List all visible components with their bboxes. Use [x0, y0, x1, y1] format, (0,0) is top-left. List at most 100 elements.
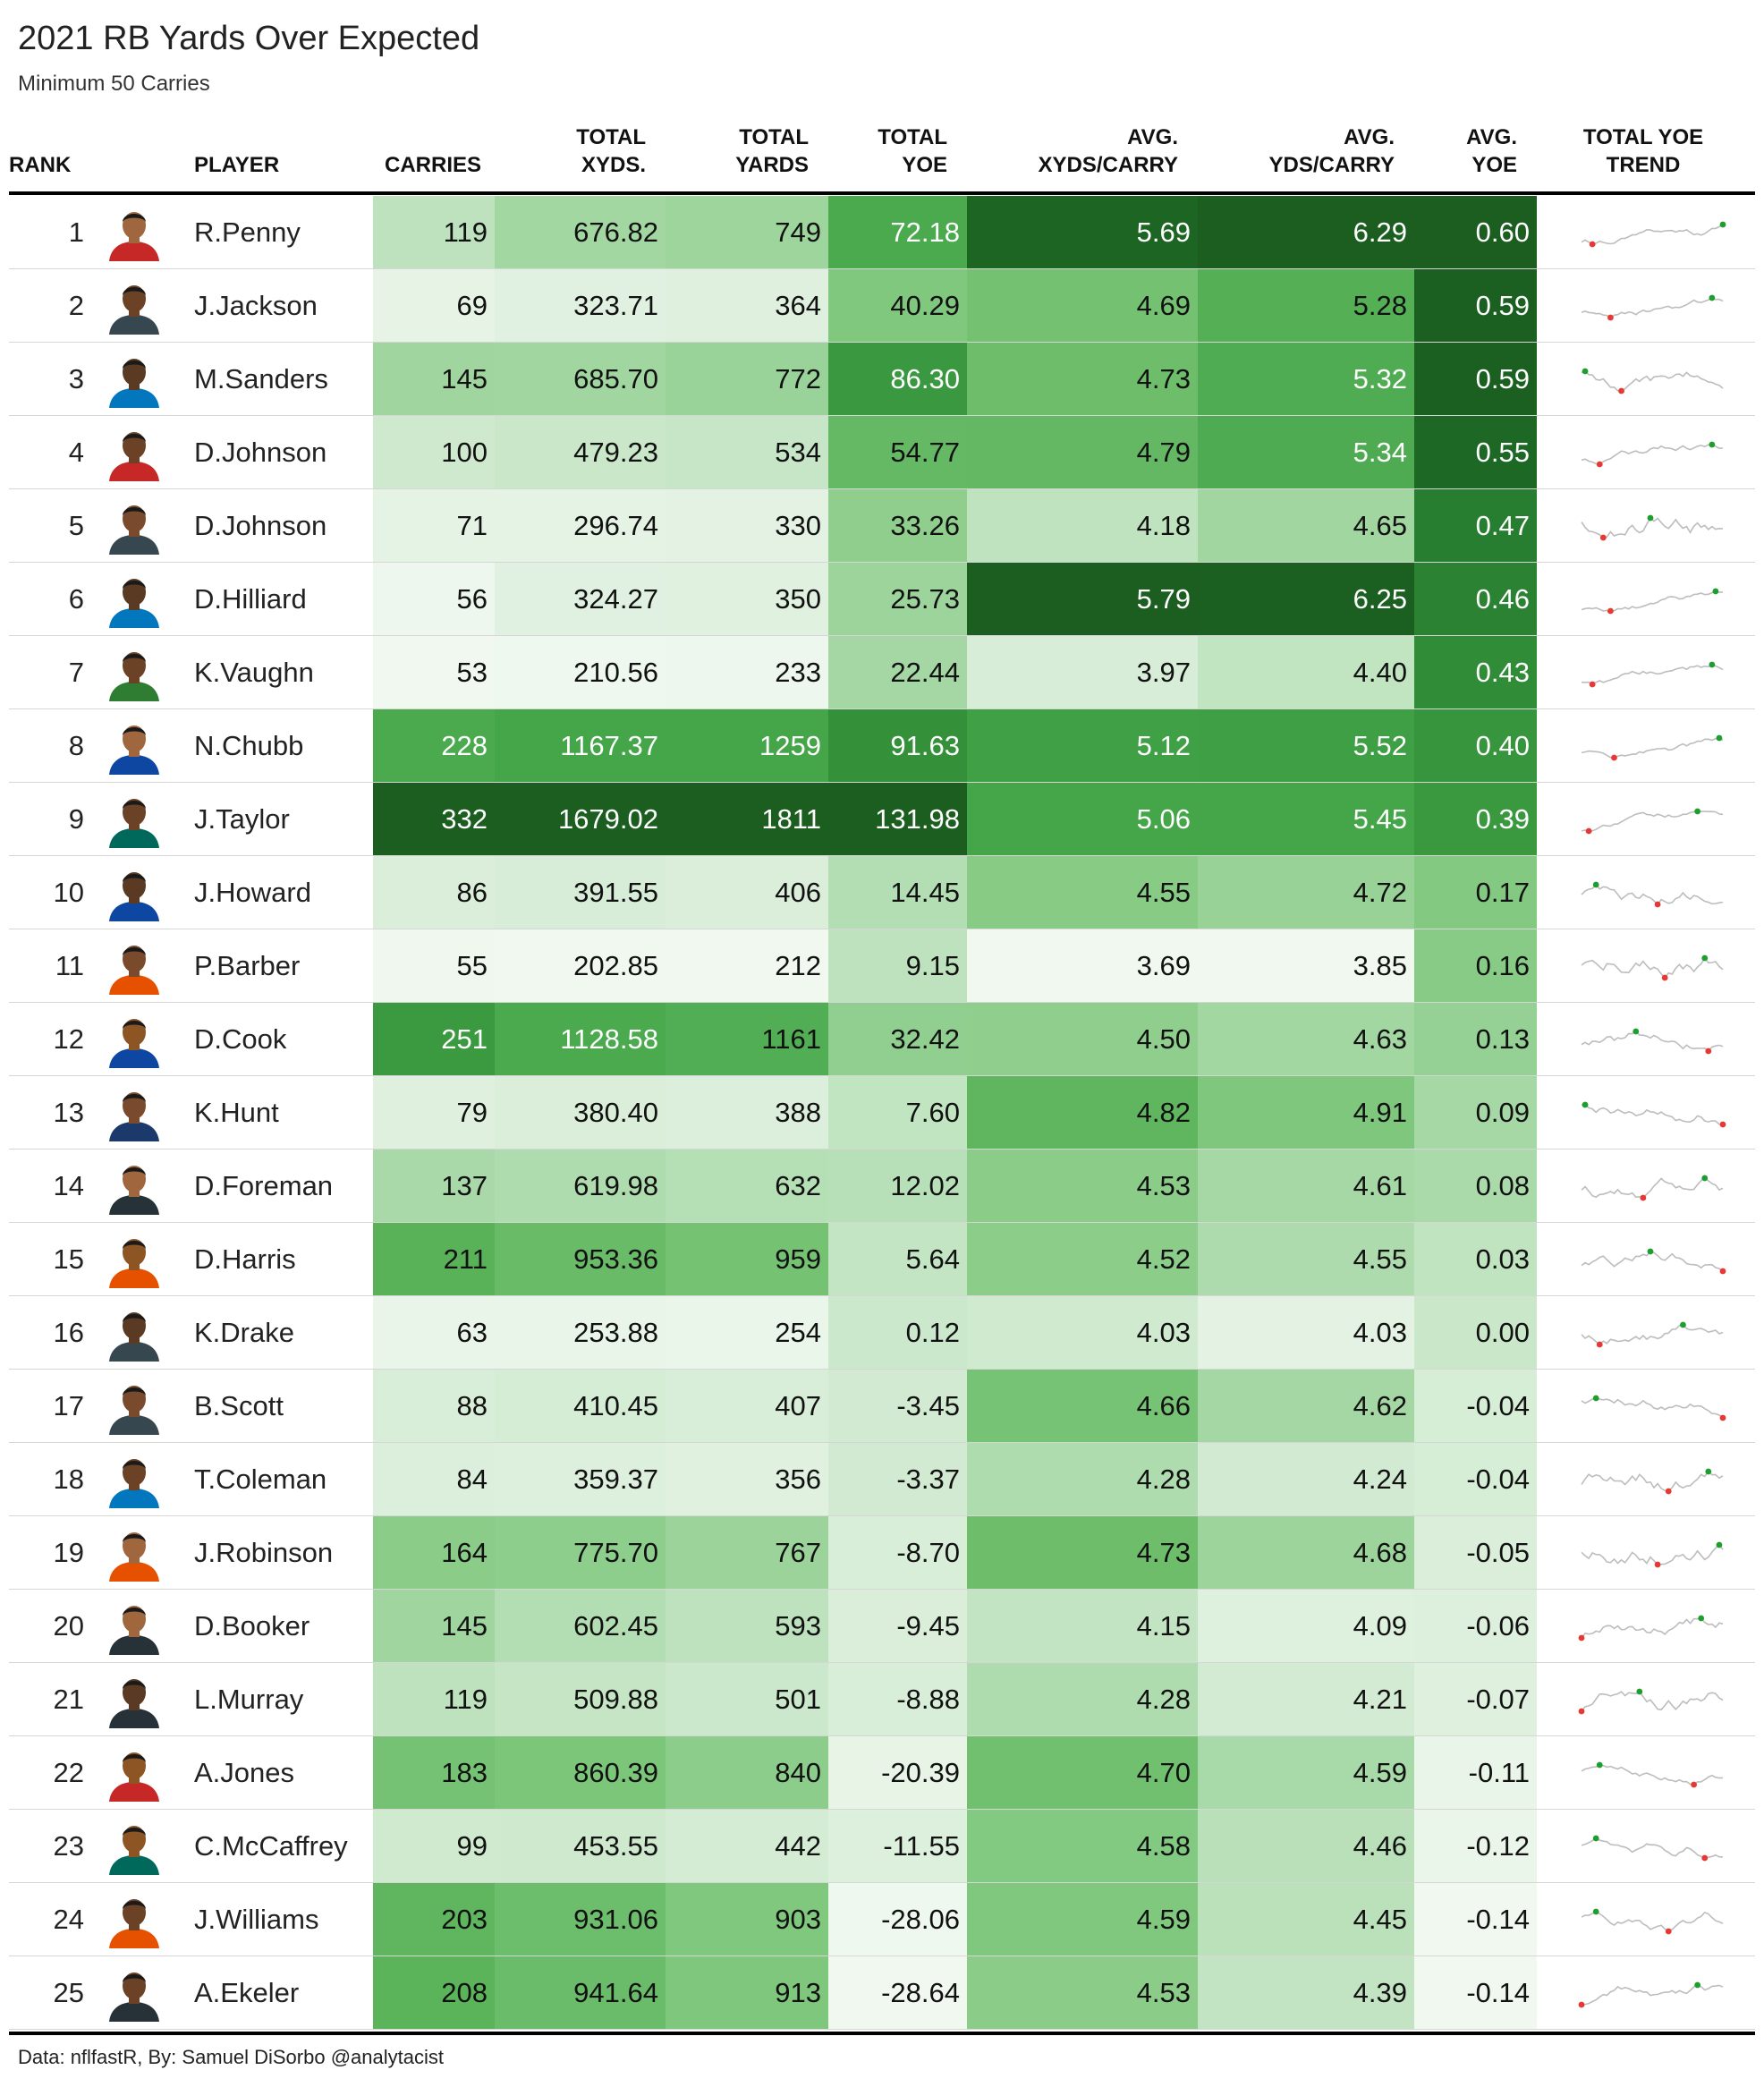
total-yards-cell: 593	[666, 1590, 828, 1662]
player-name-cell: K.Vaughn	[194, 657, 314, 688]
rank-cell: 20	[53, 1610, 84, 1642]
player-name-cell: K.Drake	[194, 1317, 294, 1348]
rank-cell: 7	[68, 657, 84, 688]
yoe-trend-sparkline	[1578, 1688, 1724, 1715]
header-avg-yoe: AVG. YOE	[1414, 123, 1517, 179]
player-headshot	[109, 1606, 159, 1655]
sparkline-max-point	[1582, 368, 1589, 375]
sparkline-max-point	[1716, 734, 1723, 742]
avg-yds-carry-cell: 4.59	[1198, 1736, 1414, 1809]
sparkline-path	[1581, 1984, 1724, 2006]
player-name-cell: D.Johnson	[194, 510, 327, 541]
table-row: 13 K.Hunt 79 380.40 388 7.60 4.82 4.91 0.09	[9, 1076, 1755, 1150]
chart-subtitle: Minimum 50 Carries	[18, 72, 210, 96]
total-xyds-cell: 1167.37	[495, 709, 666, 782]
total-yoe-cell: 86.30	[828, 343, 967, 415]
total-yoe-cell: 22.44	[828, 636, 967, 708]
header-line: TOTAL	[739, 125, 809, 149]
header-total-yards: TOTAL YARDS	[666, 123, 809, 179]
table-row: 4 D.Johnson 100 479.23 534 54.77 4.79 5.34 0.55	[9, 416, 1755, 489]
sparkline-min-point	[1691, 1781, 1697, 1788]
avg-yoe-cell: 0.55	[1414, 416, 1537, 488]
total-xyds-cell: 931.06	[495, 1883, 666, 1956]
carries-cell: 145	[373, 1590, 495, 1662]
total-yards-cell: 442	[666, 1810, 828, 1882]
player-name-cell: M.Sanders	[194, 363, 328, 394]
rank-cell: 17	[53, 1390, 84, 1421]
player-name-cell: J.Robinson	[194, 1537, 334, 1568]
avg-yds-carry-cell: 4.09	[1198, 1590, 1414, 1662]
table-row: 14 D.Foreman 137 619.98 632 12.02 4.53 4.61 0.08	[9, 1150, 1755, 1223]
player-headshot	[109, 505, 159, 555]
sparkline-min-point	[1607, 314, 1614, 321]
player-headshot	[109, 1386, 159, 1435]
sparkline-max-point	[1647, 1248, 1654, 1255]
total-yoe-cell: 131.98	[828, 783, 967, 855]
carries-cell: 55	[373, 929, 495, 1002]
player-headshot	[109, 872, 159, 921]
player-headshot	[109, 285, 159, 335]
sparkline-max-point	[1636, 1688, 1643, 1695]
total-yoe-cell: -8.70	[828, 1516, 967, 1589]
header-line: TOTAL YOE	[1582, 125, 1704, 149]
table-row: 3 M.Sanders 145 685.70 772 86.30 4.73 5.32 0.59	[9, 343, 1755, 416]
total-yards-cell: 1811	[666, 783, 828, 855]
player-name-cell: D.Cook	[194, 1023, 287, 1055]
total-yards-cell: 767	[666, 1516, 828, 1589]
total-xyds-cell: 602.45	[495, 1590, 666, 1662]
sparkline-path	[1581, 1470, 1724, 1492]
avg-xyds-carry-cell: 4.18	[967, 489, 1198, 562]
player-headshot	[109, 799, 159, 848]
total-yoe-cell: 12.02	[828, 1150, 967, 1222]
rank-cell: 21	[53, 1684, 84, 1715]
total-yards-cell: 406	[666, 856, 828, 929]
avg-xyds-carry-cell: 3.97	[967, 636, 1198, 708]
header-line: YDS/CARRY	[1268, 153, 1395, 177]
player-headshot	[109, 652, 159, 701]
player-headshot	[109, 1752, 159, 1802]
header-line: AVG.	[1466, 125, 1517, 149]
sparkline-max-point	[1712, 588, 1719, 595]
sparkline-max-point	[1592, 1395, 1599, 1402]
avg-yds-carry-cell: 4.21	[1198, 1663, 1414, 1735]
sparkline-min-point	[1596, 1341, 1603, 1348]
yoe-trend-sparkline	[1581, 1321, 1724, 1348]
total-yards-cell: 212	[666, 929, 828, 1002]
sparkline-max-point	[1633, 1028, 1640, 1035]
avg-xyds-carry-cell: 4.82	[967, 1076, 1198, 1149]
player-headshot	[109, 359, 159, 408]
sparkline-max-point	[1698, 1615, 1705, 1622]
sparkline-min-point	[1719, 1121, 1726, 1128]
total-xyds-cell: 685.70	[495, 343, 666, 415]
avg-xyds-carry-cell: 4.15	[967, 1590, 1198, 1662]
avg-yoe-cell: 0.47	[1414, 489, 1537, 562]
sparkline-max-point	[1705, 1468, 1712, 1475]
avg-yoe-cell: 0.40	[1414, 709, 1537, 782]
avg-yds-carry-cell: 6.25	[1198, 563, 1414, 635]
sparkline-min-point	[1719, 1268, 1726, 1275]
avg-xyds-carry-cell: 4.52	[967, 1223, 1198, 1295]
avg-xyds-carry-cell: 4.79	[967, 416, 1198, 488]
avg-yds-carry-cell: 6.29	[1198, 196, 1414, 268]
total-yoe-cell: 54.77	[828, 416, 967, 488]
total-yards-cell: 1161	[666, 1003, 828, 1075]
header-line: TREND	[1606, 153, 1681, 177]
total-yards-cell: 388	[666, 1076, 828, 1149]
sparkline-min-point	[1640, 1194, 1647, 1201]
player-name-cell: J.Howard	[194, 877, 311, 908]
rank-cell: 18	[53, 1463, 84, 1495]
avg-xyds-carry-cell: 5.69	[967, 196, 1198, 268]
sparkline-max-point	[1647, 514, 1654, 522]
sparkline-max-point	[1592, 881, 1599, 888]
table-row: 24 J.Williams 203 931.06 903 -28.06 4.59 4.45 -0…	[9, 1883, 1755, 1956]
table-row: 2 J.Jackson 69 323.71 364 40.29 4.69 5.28 0.59	[9, 269, 1755, 343]
avg-yds-carry-cell: 4.39	[1198, 1956, 1414, 2029]
total-yards-cell: 356	[666, 1443, 828, 1515]
total-xyds-cell: 391.55	[495, 856, 666, 929]
avg-yds-carry-cell: 4.03	[1198, 1296, 1414, 1369]
source-credit: Data: nflfastR, By: Samuel DiSorbo @anal…	[18, 2046, 444, 2068]
header-line: XYDS/CARRY	[1038, 153, 1178, 177]
total-xyds-cell: 509.88	[495, 1663, 666, 1735]
sparkline-path	[1581, 297, 1724, 318]
player-name-cell: D.Johnson	[194, 437, 327, 468]
